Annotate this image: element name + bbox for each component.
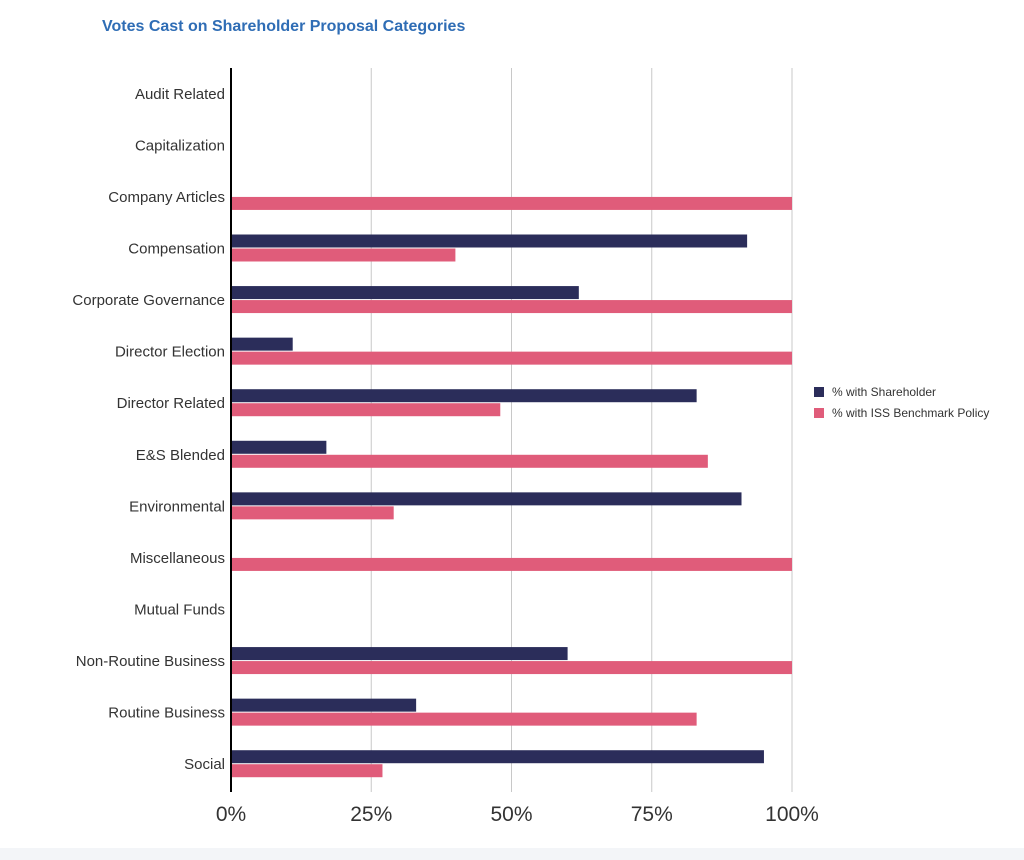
bar-iss-policy [231,403,501,417]
category-label: Director Related [117,395,225,412]
category-label: Audit Related [135,86,225,103]
category-label: Company Articles [108,189,225,206]
bar-iss-policy [231,248,456,262]
bottom-strip [0,848,1024,860]
bar-iss-policy [231,196,792,210]
category-label: Environmental [129,498,225,515]
bar-shareholder [231,750,764,764]
bar-shareholder [231,492,742,506]
x-tick-label: 50% [490,803,532,826]
legend-swatch-iss-policy [814,408,824,418]
category-label: Corporate Governance [72,292,225,309]
category-label: Mutual Funds [134,602,225,619]
bar-iss-policy [231,661,792,675]
bar-iss-policy [231,764,383,778]
bar-shareholder [231,389,697,403]
category-label: Capitalization [135,137,225,154]
x-tick-label: 25% [350,803,392,826]
category-label: Routine Business [108,705,225,722]
bar-iss-policy [231,557,792,571]
bar-shareholder [231,647,568,661]
category-label: Social [184,756,225,773]
bar-shareholder [231,286,579,300]
legend-label-iss-policy: % with ISS Benchmark Policy [832,406,989,420]
category-label: Miscellaneous [130,550,225,567]
category-label: E&S Blended [136,447,225,464]
bar-iss-policy [231,454,708,468]
bar-iss-policy [231,300,792,314]
bar-shareholder [231,337,293,351]
legend-label-shareholder: % with Shareholder [832,385,936,399]
chart-title: Votes Cast on Shareholder Proposal Categ… [102,18,466,35]
legend-swatch-shareholder [814,387,824,397]
category-label: Director Election [115,344,225,361]
bar-shareholder [231,698,417,712]
x-tick-label: 0% [216,803,246,826]
bar-shareholder [231,440,327,454]
bar-iss-policy [231,351,792,365]
category-label: Non-Routine Business [76,653,225,670]
category-label: Compensation [128,241,225,258]
x-tick-label: 75% [631,803,673,826]
bar-shareholder [231,234,748,248]
bar-iss-policy [231,506,394,520]
x-tick-label: 100% [765,803,819,826]
bar-iss-policy [231,712,697,726]
